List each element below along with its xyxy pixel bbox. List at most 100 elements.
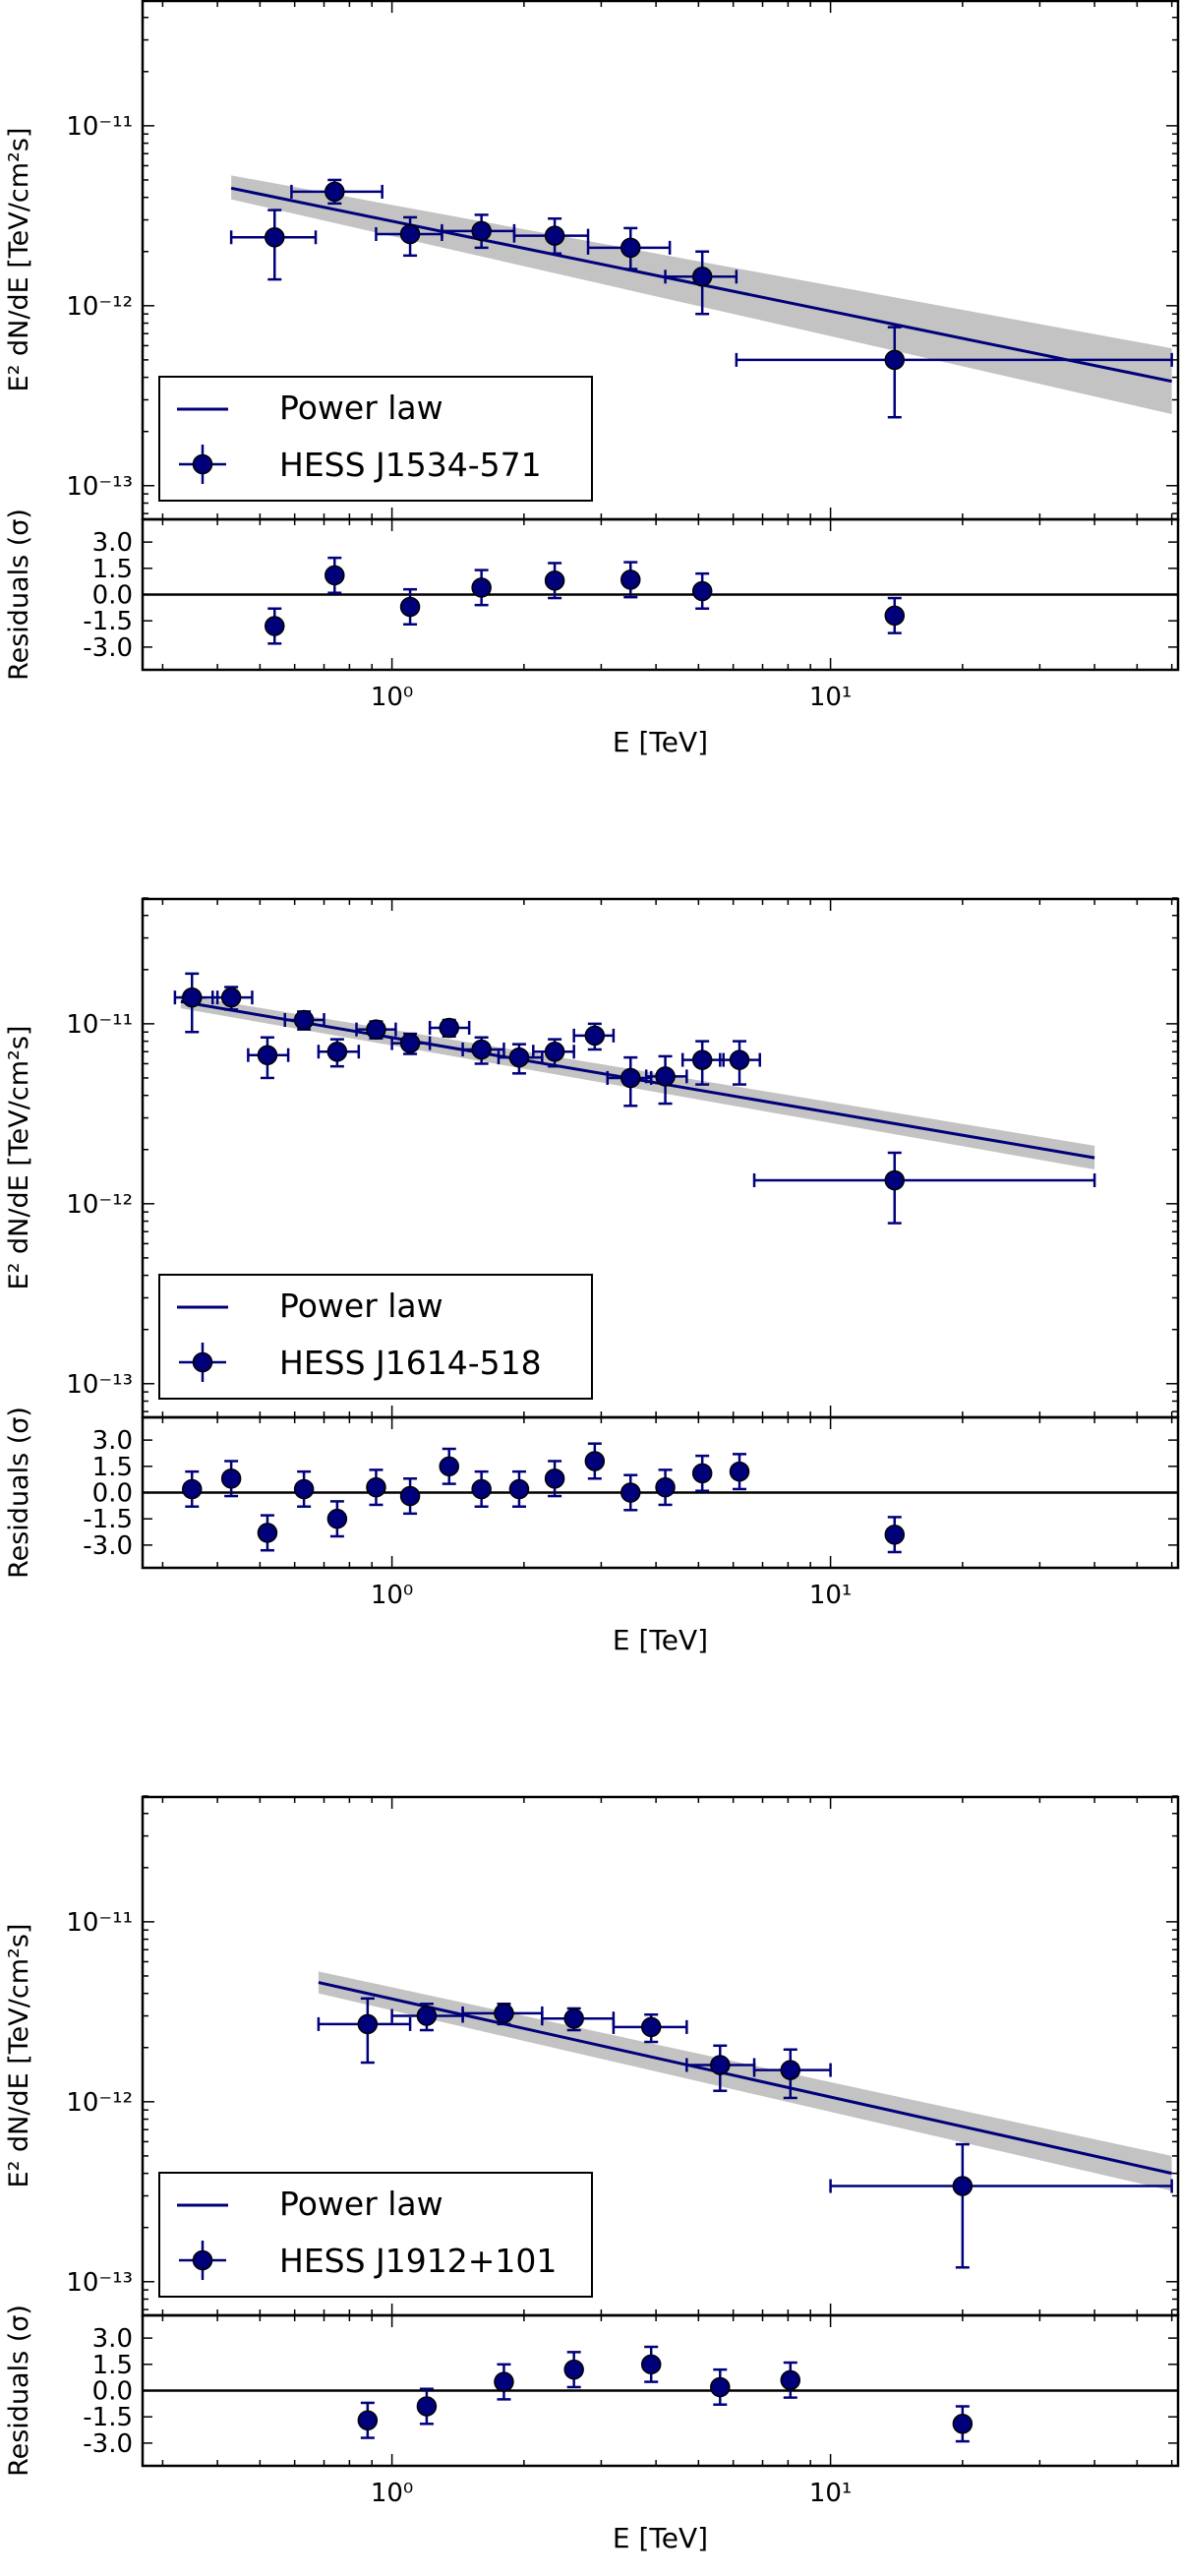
data-point — [355, 1019, 397, 1040]
residual-marker — [324, 565, 345, 586]
residual-marker — [357, 2410, 379, 2430]
y-tick-label: 10⁻¹³ — [66, 472, 133, 502]
flux-point-marker — [620, 237, 641, 259]
residual-marker — [471, 577, 492, 598]
y-axis-label: E² dN/dE [TeV/cm²s] — [4, 1924, 34, 2188]
residual-marker — [710, 2376, 731, 2398]
data-point — [317, 1038, 361, 1068]
residual-tick-label: -1.5 — [83, 1505, 133, 1534]
residual-tick-label: 3.0 — [92, 528, 133, 558]
y-tick-label: 10⁻¹² — [66, 2088, 133, 2118]
residual-marker — [620, 569, 641, 590]
flux-point-marker — [257, 1045, 278, 1065]
flux-point-marker — [293, 1009, 315, 1031]
data-point — [173, 972, 219, 1034]
data-point — [752, 2048, 832, 2100]
residual-tick-label: -3.0 — [83, 2429, 133, 2459]
legend-label-model: Power law — [279, 2185, 443, 2223]
residual-tick-label: 0.0 — [92, 1479, 133, 1509]
residual-marker — [416, 2396, 438, 2417]
flux-point-marker — [265, 227, 285, 248]
data-point — [428, 1017, 471, 1039]
data-point — [210, 986, 254, 1011]
data-point — [680, 1040, 725, 1086]
flux-point-marker — [544, 1041, 565, 1062]
data-point — [283, 1009, 325, 1031]
residual-tick-label: 0.0 — [92, 2377, 133, 2407]
data-point — [375, 215, 443, 258]
y-tick-label: 10⁻¹¹ — [66, 112, 133, 142]
flux-point-marker — [640, 2016, 662, 2038]
residual-marker — [399, 1485, 421, 1507]
y-axis-label: E² dN/dE [TeV/cm²s] — [4, 128, 34, 392]
residual-marker — [508, 1478, 530, 1500]
residual-marker — [439, 1456, 459, 1477]
residual-marker — [399, 596, 421, 618]
x-tick-label: 10¹ — [809, 2479, 853, 2508]
residual-marker — [471, 1478, 492, 1500]
residual-marker — [640, 2354, 662, 2375]
residual-tick-label: 1.5 — [92, 2351, 133, 2380]
data-point — [532, 1038, 575, 1068]
residual-marker — [293, 1478, 315, 1500]
flux-point-marker — [544, 225, 565, 246]
data-point — [229, 209, 318, 281]
flux-point-marker — [471, 220, 492, 242]
flux-point-marker — [399, 223, 421, 245]
y-tick-label: 10⁻¹² — [66, 1190, 133, 1220]
legend-box — [158, 376, 593, 502]
flux-point-marker — [357, 2013, 379, 2035]
residual-marker — [326, 1508, 348, 1529]
x-tick-label: 10¹ — [809, 1581, 853, 1610]
residual-marker — [655, 1476, 676, 1498]
flux-point-marker — [416, 2006, 438, 2026]
data-point — [644, 1054, 688, 1106]
flux-point-marker — [710, 2055, 731, 2075]
data-point — [461, 1036, 505, 1065]
residual-marker — [952, 2414, 974, 2434]
residual-marker — [220, 1468, 242, 1489]
residual-tick-label: 0.0 — [92, 581, 133, 611]
y-tick-label: 10⁻¹¹ — [66, 1010, 133, 1040]
x-axis-label: E [TeV] — [613, 2522, 708, 2554]
residual-marker — [620, 1482, 641, 1503]
residual-tick-label: 3.0 — [92, 2324, 133, 2354]
residual-marker — [544, 1468, 565, 1489]
legend-label-source: HESS J1614-518 — [279, 1344, 542, 1382]
data-point — [719, 1040, 761, 1086]
residual-tick-label: 1.5 — [92, 555, 133, 584]
y-tick-label: 10⁻¹² — [66, 292, 133, 322]
data-point — [572, 1022, 616, 1051]
flux-point-marker — [729, 1049, 750, 1070]
flux-point-marker — [439, 1017, 459, 1039]
sed-panel: 10⁻¹¹ 10⁻¹² 10⁻¹³ E² dN/dE [TeV/cm²s] Power … — [4, 897, 1180, 1656]
residual-axis-label: Residuals (σ) — [4, 2305, 34, 2477]
flux-point-marker — [399, 1033, 421, 1053]
data-point — [317, 1997, 412, 2065]
flux-point-marker — [884, 1169, 906, 1191]
data-point — [664, 250, 738, 316]
residual-marker — [884, 1524, 906, 1545]
x-tick-label: 10⁰ — [371, 683, 414, 712]
x-tick-label: 10⁰ — [371, 2479, 414, 2508]
model-confidence-band — [318, 1971, 1172, 2191]
legend-label-model: Power law — [279, 389, 443, 427]
residual-tick-label: -1.5 — [83, 2403, 133, 2432]
residual-marker — [265, 616, 285, 636]
flux-point-marker — [324, 181, 345, 203]
legend-label-source: HESS J1912+101 — [279, 2242, 557, 2280]
flux-point-marker — [366, 1019, 386, 1040]
residual-marker — [584, 1451, 606, 1471]
flux-point-marker — [655, 1066, 676, 1087]
flux-point-marker — [691, 1049, 713, 1070]
legend-box — [158, 1274, 593, 1400]
residual-marker — [182, 1478, 203, 1500]
x-axis-label: E [TeV] — [613, 726, 708, 758]
flux-point-marker — [508, 1047, 530, 1068]
flux-point-marker — [780, 2060, 801, 2080]
residual-marker — [544, 570, 565, 591]
y-tick-label: 10⁻¹¹ — [66, 1908, 133, 1938]
residual-axis-label: Residuals (σ) — [4, 1407, 34, 1579]
data-point — [606, 1055, 653, 1108]
sed-panel: 10⁻¹¹ 10⁻¹² 10⁻¹³ E² dN/dE [TeV/cm²s] Power … — [4, 0, 1180, 758]
